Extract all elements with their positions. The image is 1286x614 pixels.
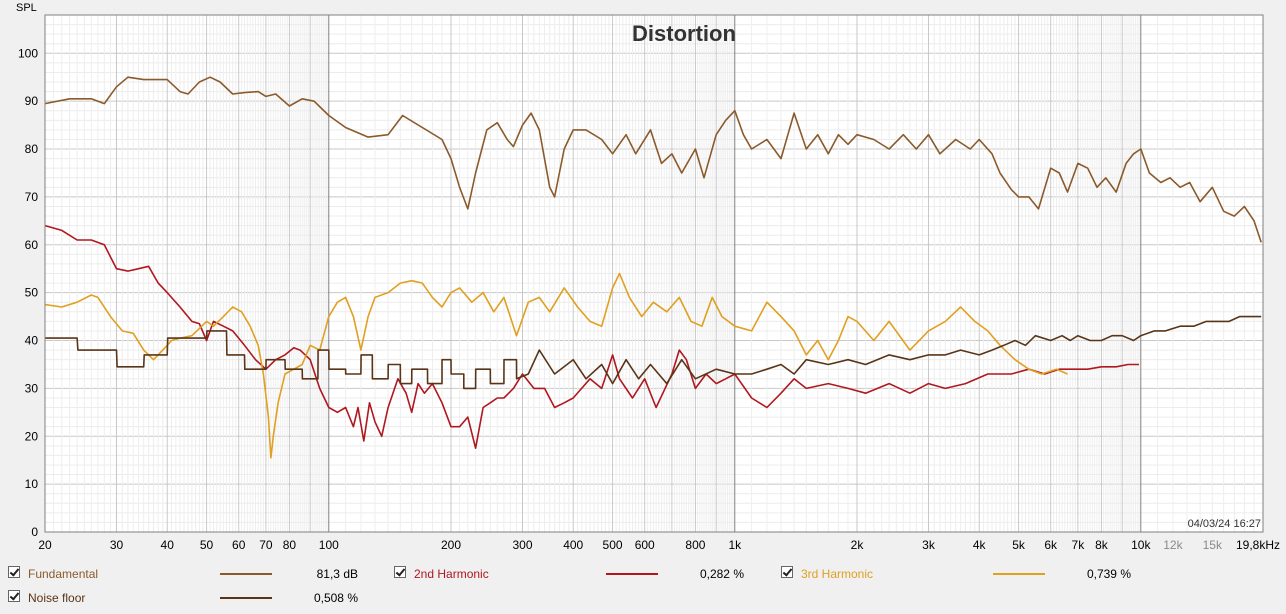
noise-floor-checkbox[interactable]: [8, 590, 20, 602]
legend-value: 81,3 dB: [316, 567, 358, 581]
y-tick-label: 40: [25, 334, 39, 348]
legend-swatch: [220, 597, 272, 599]
y-tick-label: 50: [25, 286, 39, 300]
series-line-fundamental: [44, 76, 1262, 243]
legend-name: 2nd Harmonic: [414, 567, 489, 581]
series-line-noise-floor: [45, 315, 1262, 390]
timestamp: 04/03/24 16:27: [1188, 518, 1261, 530]
x-tick-label: 30: [110, 538, 124, 552]
legend-value: 0,282 %: [699, 567, 744, 581]
x-tick-label: 70: [259, 538, 273, 552]
series-layer: [44, 76, 1262, 459]
fundamental-checkbox[interactable]: [8, 566, 20, 578]
x-tick-label: 40: [161, 538, 175, 552]
legend-value: 0,739 %: [1086, 567, 1131, 581]
series-line-2nd-harmonic: [44, 224, 1139, 449]
x-tick-label: 500: [603, 538, 623, 552]
x-tick-label: 1k: [728, 538, 742, 552]
y-tick-label: 0: [31, 525, 38, 539]
x-tick-label: 3k: [922, 538, 936, 552]
x-tick-label: 2k: [851, 538, 865, 552]
x-tick-label: 200: [441, 538, 461, 552]
y-tick-label: 70: [25, 190, 39, 204]
y-tick-label: 60: [25, 238, 39, 252]
y-tick-label: 100: [18, 46, 38, 60]
y-tick-label: 20: [25, 429, 39, 443]
series-line-3rd-harmonic: [44, 272, 1068, 459]
x-tick-label: 15k: [1203, 538, 1223, 552]
plot-border: [44, 14, 1264, 533]
legend-value: 0,508 %: [313, 591, 358, 605]
x-tick-label: 7k: [1072, 538, 1086, 552]
2nd-harmonic-checkbox[interactable]: [394, 566, 406, 578]
x-tick-label: 50: [200, 538, 214, 552]
legend-swatch: [220, 573, 272, 575]
legend-name: Noise floor: [28, 591, 86, 605]
legend-name: Fundamental: [28, 567, 99, 581]
legend-swatch: [606, 573, 658, 575]
x-tick-label: 300: [512, 538, 532, 552]
x-tick-label: 100: [319, 538, 339, 552]
legend-name: 3rd Harmonic: [801, 567, 874, 581]
y-tick-label: 90: [25, 94, 39, 108]
x-ticks: 20 30 40 50 60 70 80 100 200 300 400 500 600 800 1k 2k 3…: [38, 538, 1223, 552]
x-tick-label: 400: [563, 538, 583, 552]
x-tick-label: 600: [635, 538, 655, 552]
x-tick-label: 20: [38, 538, 52, 552]
x-tick-label: 6k: [1044, 538, 1058, 552]
x-tick-label: 4k: [973, 538, 987, 552]
x-tick-label: 5k: [1012, 538, 1026, 552]
y-axis-label: SPL: [16, 2, 37, 14]
x-axis-end-label: 19,8kHz: [1236, 538, 1280, 552]
y-ticks: 0 10 20 30 40 50 60 70 80 90 100: [18, 46, 38, 539]
x-tick-label: 60: [232, 538, 246, 552]
x-tick-label: 80: [283, 538, 297, 552]
x-tick-label: 10k: [1131, 538, 1151, 552]
y-tick-label: 30: [25, 381, 39, 395]
x-tick-label: 8k: [1095, 538, 1109, 552]
y-tick-label: 10: [25, 477, 39, 491]
legend-swatch: [993, 573, 1045, 575]
x-tick-label: 12k: [1163, 538, 1183, 552]
x-tick-label: 800: [685, 538, 705, 552]
legend: Fundamental 81,3 dB 2nd Harmonic 0,282 %…: [0, 560, 1286, 614]
3rd-harmonic-checkbox[interactable]: [781, 566, 793, 578]
grid: [44, 14, 1264, 533]
chart-title: Distortion: [632, 21, 736, 46]
y-tick-label: 80: [25, 142, 39, 156]
